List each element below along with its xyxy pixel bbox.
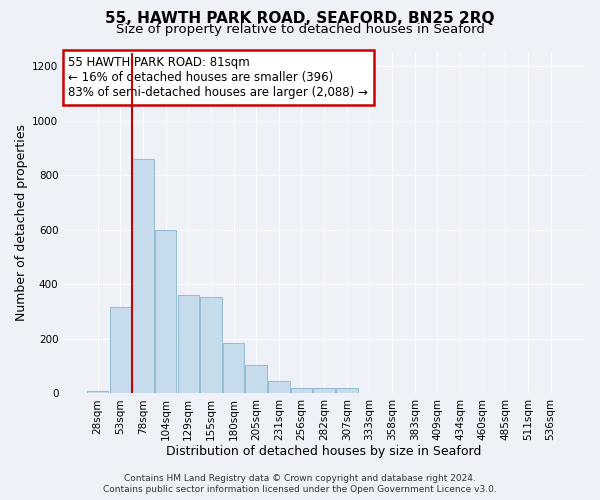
Bar bbox=[245, 364, 267, 394]
Y-axis label: Number of detached properties: Number of detached properties bbox=[15, 124, 28, 322]
Bar bbox=[291, 388, 312, 394]
Bar bbox=[268, 381, 290, 394]
Text: Contains HM Land Registry data © Crown copyright and database right 2024.
Contai: Contains HM Land Registry data © Crown c… bbox=[103, 474, 497, 494]
Bar bbox=[110, 308, 131, 394]
Bar bbox=[223, 343, 244, 394]
Text: 55 HAWTH PARK ROAD: 81sqm
← 16% of detached houses are smaller (396)
83% of semi: 55 HAWTH PARK ROAD: 81sqm ← 16% of detac… bbox=[68, 56, 368, 99]
Bar bbox=[155, 230, 176, 394]
Bar bbox=[87, 390, 109, 394]
Bar bbox=[132, 159, 154, 394]
Bar bbox=[359, 393, 380, 394]
Text: Size of property relative to detached houses in Seaford: Size of property relative to detached ho… bbox=[116, 24, 484, 36]
Bar bbox=[472, 393, 493, 394]
Bar bbox=[336, 388, 358, 394]
X-axis label: Distribution of detached houses by size in Seaford: Distribution of detached houses by size … bbox=[166, 444, 482, 458]
Bar bbox=[200, 296, 221, 394]
Bar bbox=[313, 388, 335, 394]
Text: 55, HAWTH PARK ROAD, SEAFORD, BN25 2RQ: 55, HAWTH PARK ROAD, SEAFORD, BN25 2RQ bbox=[105, 11, 495, 26]
Bar bbox=[178, 295, 199, 394]
